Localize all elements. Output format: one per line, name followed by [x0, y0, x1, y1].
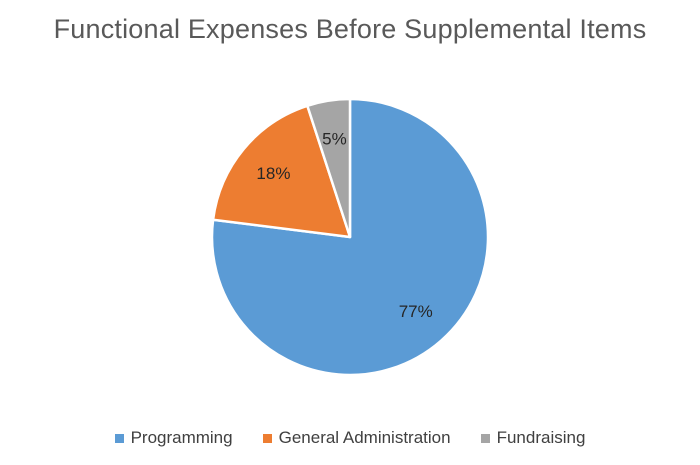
- legend-swatch-programming: [114, 433, 124, 443]
- legend-item-general-administration: General Administration: [262, 428, 451, 448]
- legend-label-fundraising: Fundraising: [496, 428, 586, 447]
- data-label-general-administration: 18%: [256, 164, 290, 183]
- legend-item-fundraising: Fundraising: [480, 428, 586, 448]
- legend-label-general-administration: General Administration: [278, 428, 451, 447]
- legend-swatch-fundraising: [480, 433, 490, 443]
- data-label-programming: 77%: [399, 302, 433, 321]
- pie-slice-fundraising: [306, 97, 352, 239]
- chart-title: Functional Expenses Before Supplemental …: [53, 14, 647, 44]
- legend: Programming General Administration Fundr…: [0, 428, 700, 448]
- legend-swatch-general-administration: [262, 433, 272, 443]
- legend-label-programming: Programming: [130, 428, 233, 447]
- data-label-fundraising: 5%: [322, 129, 347, 148]
- legend-item-programming: Programming: [114, 428, 233, 448]
- pie-slice-general-administration: [211, 104, 352, 239]
- pie-slice-programming: [210, 97, 490, 377]
